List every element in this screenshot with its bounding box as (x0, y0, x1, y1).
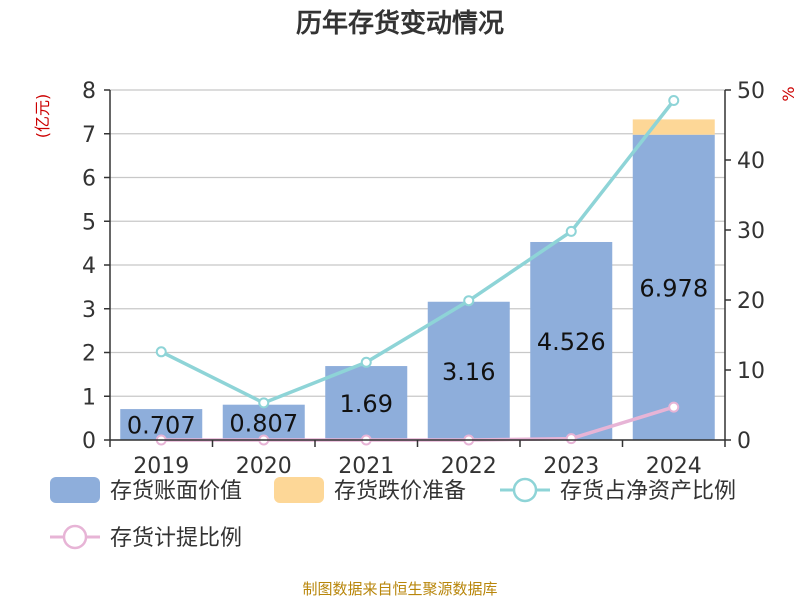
bar-value-label: 1.69 (340, 390, 393, 418)
left-tick-label: 8 (82, 79, 96, 104)
point-ratio-net-assets (668, 95, 680, 106)
left-tick-label: 6 (82, 167, 96, 192)
right-tick-label: 50 (737, 79, 765, 104)
point-ratio-net-assets (565, 225, 577, 237)
bar-book-value (427, 301, 510, 440)
gridlines (110, 89, 725, 441)
bar-value-label: 0.807 (229, 409, 298, 437)
x-tick-label: 2021 (338, 454, 394, 479)
right-tick-label: 40 (737, 149, 765, 174)
right-tick-label: 30 (737, 219, 765, 244)
right-tick-label: 20 (737, 289, 765, 314)
bar-value-label: 6.978 (639, 274, 708, 302)
left-tick-label: 7 (82, 123, 96, 148)
left-axis-unit: (亿元) (33, 94, 52, 139)
point-ratio-net-assets (360, 356, 372, 368)
legend-label: 存货计提比例 (110, 526, 242, 551)
bar-value-label: 3.16 (442, 358, 495, 386)
legend-marker (512, 477, 538, 503)
chart-title: 历年存货变动情况 (296, 8, 504, 39)
x-tick-label: 2023 (543, 454, 599, 479)
point-provision-ratio (565, 433, 577, 445)
legend-label: 存货账面价值 (110, 479, 242, 504)
left-tick-label: 5 (82, 210, 96, 235)
bars (120, 119, 715, 440)
bar-book-value (632, 134, 715, 440)
bar-book-value (222, 404, 305, 440)
data-labels: 0.707 0.807 1.69 3.16 4.526 6.978 (127, 274, 708, 439)
right-axis-unit: % (779, 86, 798, 101)
point-ratio-net-assets (155, 346, 167, 358)
x-tick-label: 2020 (236, 454, 292, 479)
point-ratio-net-assets (463, 295, 475, 307)
legend-label: 存货跌价准备 (334, 479, 466, 504)
legend-marker (62, 524, 88, 550)
point-provision-ratio (668, 401, 680, 413)
legend-label: 存货占净资产比例 (560, 479, 736, 504)
bar-value-label: 0.707 (127, 412, 196, 440)
line-ratio-net-assets (160, 99, 676, 405)
bar-book-value (530, 241, 613, 440)
left-tick-label: 1 (82, 385, 96, 410)
left-tick-label: 3 (82, 298, 96, 323)
legend-swatch (274, 477, 324, 503)
axes: 0 1 2 3 4 5 6 7 8 0 10 20 30 40 50 2019 2020 2021 2022 2023… (82, 79, 765, 479)
source-note: 制图数据来自恒生聚源数据库 (302, 580, 497, 598)
point-ratio-net-assets (258, 397, 270, 409)
right-tick-label: 10 (737, 359, 765, 384)
right-tick-label: 0 (737, 429, 751, 454)
bar-book-value (325, 366, 408, 440)
bar-value-label: 4.526 (537, 328, 606, 356)
left-tick-label: 2 (82, 342, 96, 367)
bar-impairment (632, 119, 715, 135)
x-tick-label: 2024 (646, 454, 702, 479)
x-tick-label: 2022 (441, 454, 497, 479)
x-tick-label: 2019 (133, 454, 189, 479)
left-tick-label: 4 (82, 254, 96, 279)
left-tick-label: 0 (82, 429, 96, 454)
legend-swatch (50, 477, 100, 503)
